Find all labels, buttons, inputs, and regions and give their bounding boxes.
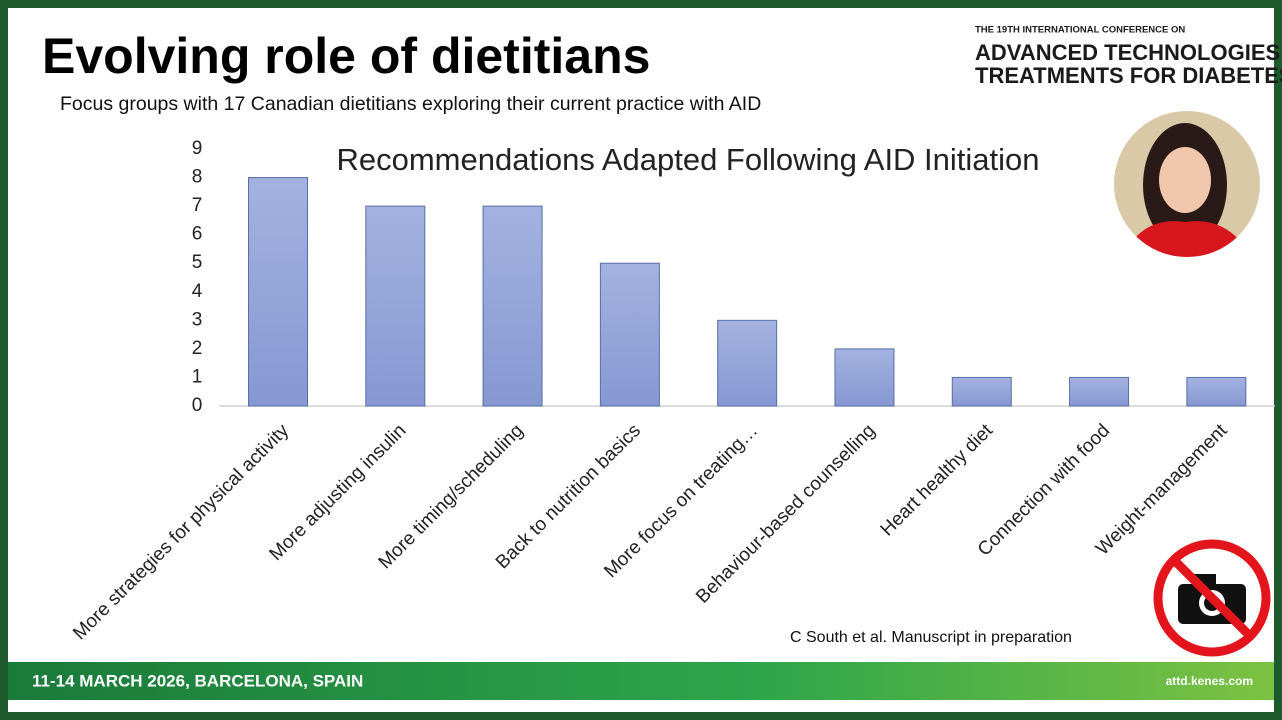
slide-title: Evolving role of dietitians — [42, 28, 650, 84]
speaker-photo — [1114, 111, 1260, 257]
y-tick-label: 2 — [192, 338, 203, 359]
bar — [1069, 376, 1130, 407]
footer-website: attd.kenes.com — [1166, 674, 1253, 688]
y-tick-label: 5 — [192, 252, 203, 273]
y-tick-label: 3 — [192, 309, 203, 330]
y-tick-label: 4 — [192, 281, 203, 302]
y-tick-label: 9 — [192, 138, 203, 159]
footer-date: 11-14 MARCH 2026, BARCELONA, SPAIN — [32, 671, 363, 690]
bar — [365, 205, 426, 407]
y-tick-label: 1 — [192, 366, 203, 387]
no-camera-icon — [1153, 539, 1271, 657]
y-tick-label: 0 — [192, 395, 203, 416]
citation: C South et al. Manuscript in preparation — [790, 629, 1072, 646]
slide-subtitle: Focus groups with 17 Canadian dietitians… — [60, 93, 761, 115]
y-tick-label: 6 — [192, 224, 203, 245]
conference-name: ADVANCED TECHNOLOGIES & — [975, 40, 1282, 65]
bar — [599, 262, 660, 407]
bar — [951, 376, 1012, 407]
chart-title: Recommendations Adapted Following AID In… — [336, 142, 1039, 177]
y-tick-label: 8 — [192, 167, 203, 188]
bar — [482, 205, 543, 407]
conference-name: TREATMENTS FOR DIABETES — [975, 63, 1282, 88]
conference-line: THE 19TH INTERNATIONAL CONFERENCE ON — [975, 25, 1185, 36]
footer-band — [8, 662, 1274, 700]
y-tick-label: 7 — [192, 195, 203, 216]
bar — [717, 319, 778, 407]
bar — [247, 177, 308, 407]
bar — [834, 348, 895, 407]
bar — [1186, 376, 1247, 407]
